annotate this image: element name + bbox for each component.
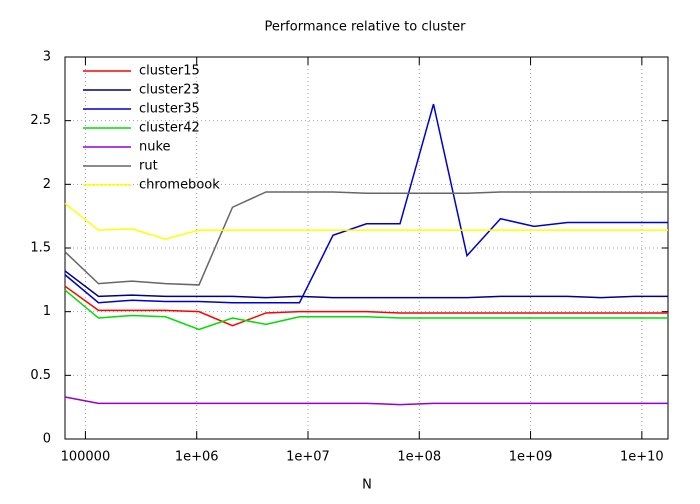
legend-label: cluster15 [139, 64, 200, 79]
legend-label: chromebook [139, 178, 220, 193]
legend-label: cluster35 [139, 102, 200, 117]
y-tick-label: 0.5 [30, 368, 51, 383]
y-tick-label: 1 [43, 304, 51, 319]
y-tick-label: 3 [43, 50, 51, 65]
series-line [64, 202, 668, 240]
legend-label: nuke [139, 140, 171, 155]
series-line [64, 270, 668, 299]
series-line [64, 289, 668, 331]
x-tick-label: 1e+06 [175, 450, 219, 465]
series-line [64, 396, 668, 406]
chart-title: Performance relative to cluster [264, 20, 466, 35]
series-line [64, 103, 668, 304]
y-tick-label: 1.5 [30, 241, 51, 256]
y-tick-label: 2 [43, 177, 51, 192]
y-tick-label: 0 [43, 432, 51, 447]
x-tick-label: 100000 [61, 450, 111, 465]
series-line [64, 191, 668, 286]
legend-label: cluster23 [139, 83, 200, 98]
x-tick-label: 1e+09 [509, 450, 553, 465]
plot-frame [64, 56, 669, 440]
legend-label: rut [139, 159, 158, 174]
x-tick-label: 1e+10 [620, 450, 664, 465]
x-tick-label: 1e+07 [286, 450, 330, 465]
y-tick-label: 2.5 [30, 113, 51, 128]
x-tick-label: 1e+08 [397, 450, 441, 465]
legend-label: cluster42 [139, 121, 200, 136]
series-line [64, 285, 668, 327]
x-axis-label: N [362, 478, 372, 493]
